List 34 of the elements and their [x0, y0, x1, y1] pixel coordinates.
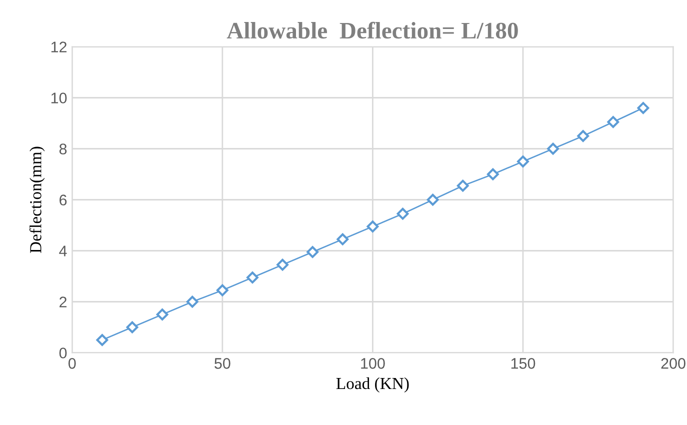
x-tick-label: 0: [68, 358, 76, 369]
point: [577, 130, 590, 142]
point: [186, 296, 198, 308]
point: [306, 246, 319, 258]
y-tick-label: 2: [60, 296, 67, 308]
point: [126, 321, 138, 334]
point: [456, 180, 469, 192]
x-tick-label: 50: [214, 358, 230, 369]
y-tick-label: 4: [59, 246, 67, 256]
x-tick-label: 200: [661, 358, 686, 369]
point: [246, 272, 258, 284]
point: [517, 156, 529, 168]
point: [366, 220, 379, 232]
x-axis-title: Load (KN): [336, 377, 409, 393]
y-tick-label: 6: [60, 194, 67, 206]
chart-title: Allowable Deflection= L/180: [226, 22, 518, 39]
point: [336, 233, 349, 246]
point: [396, 208, 409, 220]
point: [216, 284, 228, 296]
point: [547, 142, 559, 155]
point: [96, 334, 108, 346]
point: [156, 308, 168, 320]
y-axis-title: Deflection(mm): [29, 146, 45, 253]
y-tick-label: 0: [59, 348, 67, 358]
point: [637, 102, 650, 114]
point: [607, 116, 620, 128]
y-tick-label: 10: [51, 92, 67, 104]
x-tick-label: 100: [361, 358, 385, 369]
y-tick-label: 12: [51, 42, 67, 52]
point: [486, 168, 499, 180]
y-tick-label: 8: [59, 144, 67, 154]
x-tick-label: 150: [511, 358, 536, 369]
point: [276, 258, 288, 271]
point: [426, 194, 439, 206]
